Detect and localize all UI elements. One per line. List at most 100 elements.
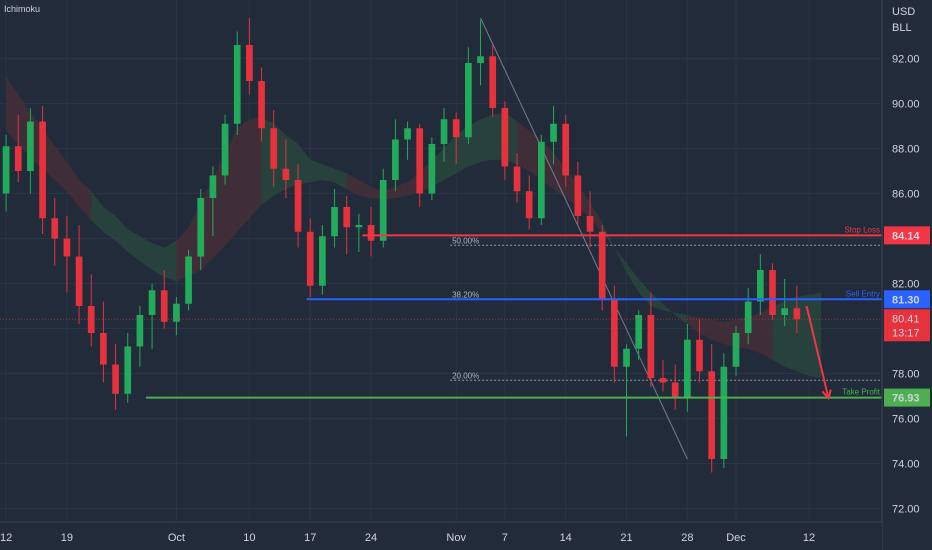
- projection-arrow-shaft: [805, 305, 830, 399]
- candle-body: [513, 166, 521, 192]
- indicator-label[interactable]: Ichimoku: [4, 4, 41, 14]
- y-tick-label: 88.00: [892, 144, 920, 156]
- time-axis-background: [0, 522, 882, 550]
- x-tick-label: 14: [560, 532, 572, 544]
- level-label: Stop Loss: [844, 225, 880, 234]
- cloud-segment: [79, 180, 92, 221]
- cloud-segment: [322, 164, 335, 183]
- y-tick-label: 92.00: [892, 54, 920, 66]
- candle-body: [209, 175, 217, 198]
- candle-body: [793, 308, 801, 320]
- symbol-line-2: BLL: [892, 22, 912, 34]
- cloud-segment: [772, 301, 785, 367]
- cloud-segment: [444, 135, 457, 180]
- symbol-label: USD BLL: [892, 4, 915, 36]
- candle-body: [744, 301, 752, 333]
- level-value-badge: [884, 226, 930, 245]
- symbol-line-1: USD: [892, 6, 916, 18]
- y-tick-label: 76.00: [892, 414, 920, 426]
- y-tick-label: 86.00: [892, 189, 920, 201]
- fib-levels: 50.00% 38.20% 20.00%: [450, 236, 882, 381]
- candle-body: [562, 123, 570, 176]
- x-axis-ticks: 12 19 Oct 10 17 24 Nov 7 14 21 28 Dec 12: [0, 532, 815, 544]
- candle-body: [732, 333, 740, 367]
- cloud-segment: [809, 292, 822, 378]
- candle-body: [392, 139, 399, 180]
- cloud-segment: [784, 297, 797, 372]
- candle-body: [124, 346, 132, 394]
- cloud-segment: [115, 216, 128, 252]
- cloud-segment: [103, 207, 116, 241]
- cloud-segment: [553, 153, 566, 198]
- x-tick-label: 17: [304, 532, 316, 544]
- cloud-segment: [358, 180, 372, 198]
- candle-body: [148, 290, 156, 315]
- fib-trendline: [480, 17, 688, 460]
- x-tick-label: Nov: [446, 532, 466, 544]
- candle-body: [379, 180, 387, 241]
- y-tick-label: 74.00: [892, 459, 920, 471]
- candle-body: [355, 225, 363, 228]
- candle-body: [586, 216, 594, 232]
- candle-body: [75, 256, 83, 306]
- candle-body: [233, 45, 241, 124]
- countdown-text: 13:17: [892, 327, 920, 339]
- x-tick-label: Dec: [726, 532, 746, 544]
- x-tick-label: 12: [0, 532, 12, 544]
- candle-body: [477, 56, 484, 63]
- cloud-segment: [298, 144, 311, 185]
- trade-levels: Stop Loss Sell Entry Take Profit: [145, 225, 882, 399]
- cloud-segment: [663, 303, 676, 315]
- cloud-segment: [152, 243, 165, 277]
- candle-body: [708, 371, 716, 459]
- cloud-segment: [54, 146, 67, 192]
- candle-body: [428, 144, 436, 194]
- cloud-segment: [249, 117, 262, 219]
- candle-body: [452, 119, 460, 138]
- candle-body: [623, 348, 630, 367]
- level-value-text: 81.30: [892, 294, 920, 306]
- candle-body: [2, 146, 10, 194]
- x-tick-label: 21: [620, 532, 632, 544]
- cloud-segment: [517, 121, 530, 171]
- candle-body: [282, 168, 290, 180]
- level-value-badge: [884, 290, 930, 309]
- candle-body: [367, 225, 375, 241]
- cloud-segment: [164, 240, 177, 282]
- cloud-segment: [590, 202, 603, 232]
- candle-body: [647, 315, 655, 378]
- cloud-segment: [699, 317, 712, 340]
- candle-body: [416, 128, 424, 194]
- y-tick-label: 78.00: [892, 369, 920, 381]
- cloud-segment: [760, 306, 773, 360]
- candle-body: [39, 121, 46, 219]
- cloud-segment: [91, 191, 104, 232]
- x-tick-label: 28: [681, 532, 693, 544]
- candle-body: [160, 290, 168, 322]
- ichimoku-cloud: [6, 76, 822, 378]
- candle-body: [306, 231, 314, 286]
- level-value-badge: [884, 388, 930, 407]
- y-tick-label: 90.00: [892, 99, 920, 111]
- candle-body: [63, 238, 71, 257]
- candle-body: [501, 108, 509, 167]
- fib-level-label: 20.00%: [452, 371, 479, 380]
- candle-body: [598, 231, 606, 300]
- candle-body: [294, 180, 302, 232]
- cloud-segment: [687, 315, 700, 333]
- current-price-badge: [884, 309, 930, 342]
- x-tick-label: 24: [365, 532, 377, 544]
- price-axis-background: [882, 0, 932, 550]
- candle-body: [270, 128, 278, 169]
- candle-body: [756, 270, 764, 302]
- candles: [2, 18, 801, 473]
- candle-body: [258, 81, 265, 129]
- cloud-segment: [456, 126, 469, 174]
- cloud-segment: [480, 114, 493, 162]
- candle-body: [100, 333, 107, 365]
- cloud-segment: [66, 162, 80, 207]
- candle-body: [696, 339, 703, 372]
- candle-body: [319, 236, 326, 286]
